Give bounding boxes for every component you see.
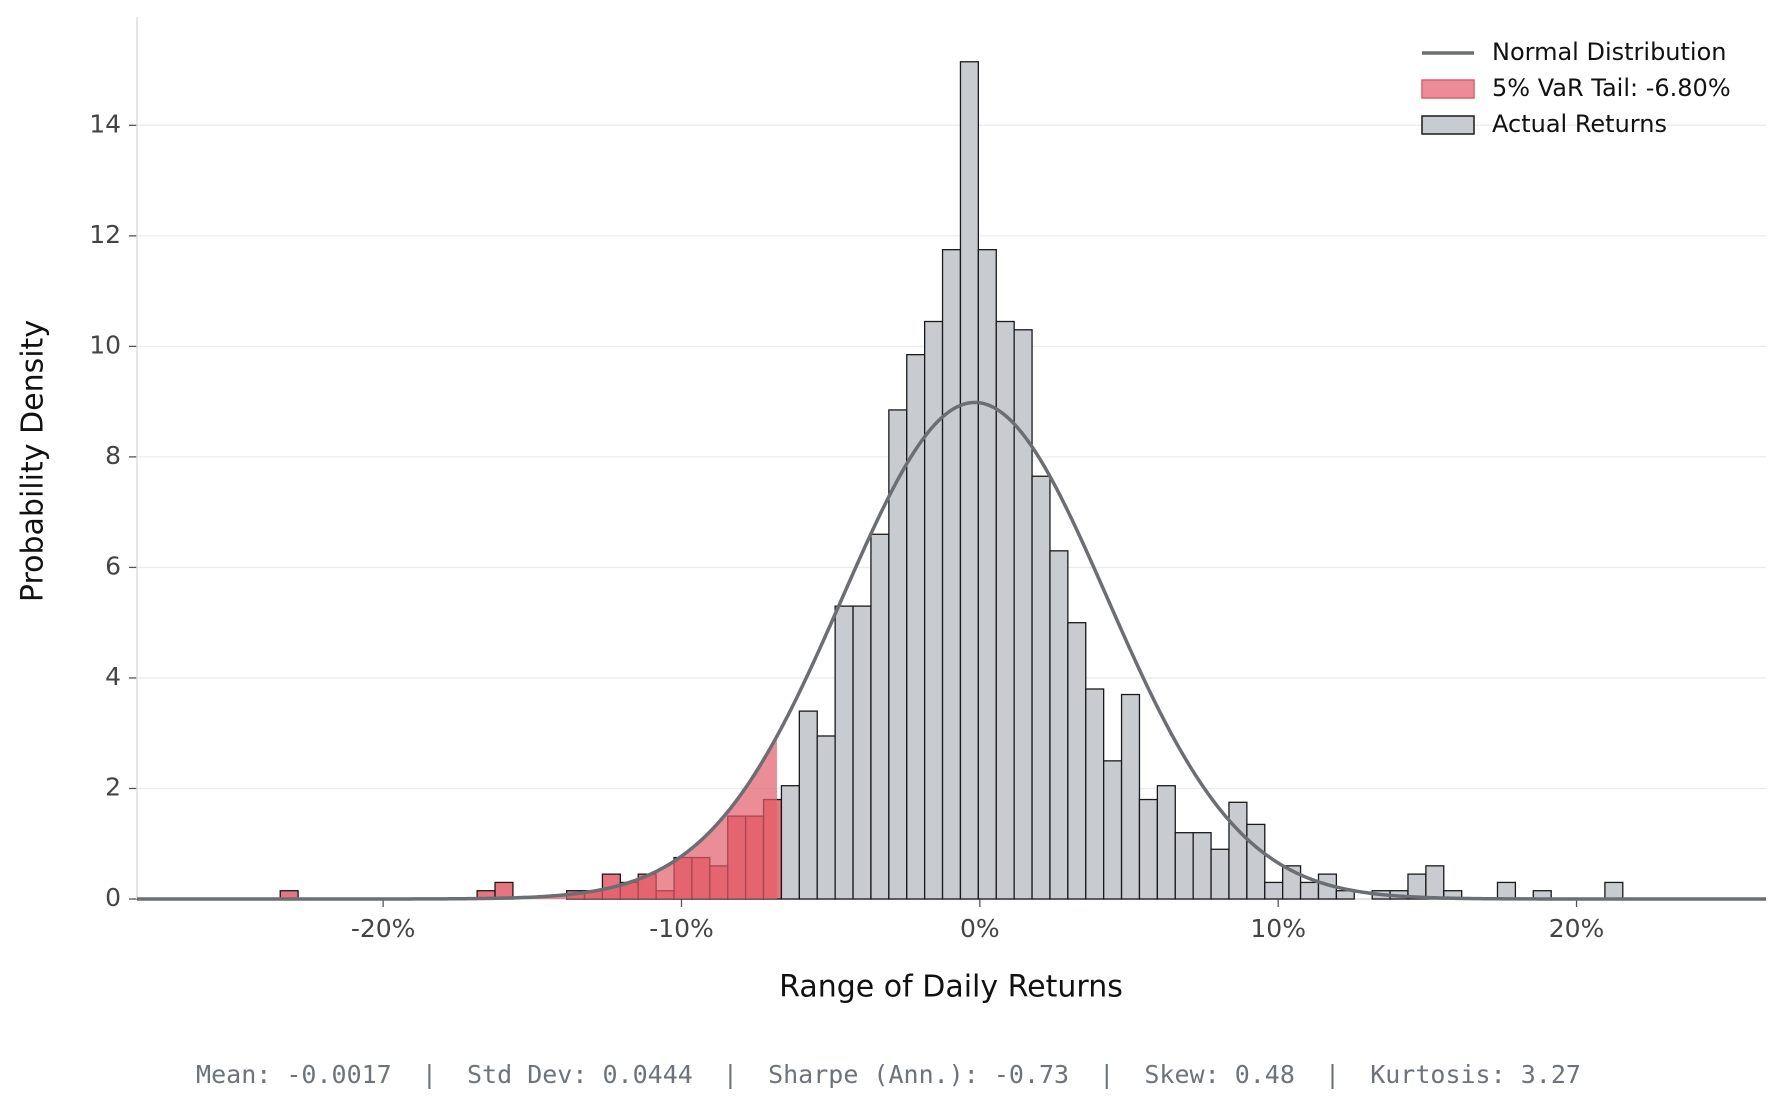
stat-value: 0.0444 xyxy=(602,1060,693,1089)
histogram-bar xyxy=(780,785,800,900)
x-tick-label: 0% xyxy=(960,914,1000,943)
histogram-bar xyxy=(906,354,926,900)
x-tick-label: 20% xyxy=(1549,914,1605,943)
stat-value: -0.0017 xyxy=(286,1060,392,1089)
x-axis-label: Range of Daily Returns xyxy=(779,970,1123,1005)
stat-value: 3.27 xyxy=(1520,1060,1581,1089)
separator: | xyxy=(1294,1060,1371,1089)
legend-label: Actual Returns xyxy=(1492,110,1667,138)
histogram-bar xyxy=(834,605,854,900)
y-tick-label: 0 xyxy=(105,883,121,912)
separator: | xyxy=(391,1060,467,1089)
chart: Range of Daily Returns Probability Densi… xyxy=(16,17,1766,1005)
legend-label: Normal Distribution xyxy=(1492,38,1726,66)
stat-value: 0.48 xyxy=(1234,1060,1295,1089)
stat-label: Mean: xyxy=(196,1060,272,1089)
histogram-bar xyxy=(816,735,836,900)
histogram-bar xyxy=(923,320,944,900)
x-tick-label: -20% xyxy=(351,914,416,943)
y-tick-label: 10 xyxy=(89,330,121,359)
legend-swatch xyxy=(1421,79,1475,99)
histogram-bar xyxy=(959,61,980,900)
histogram-bar xyxy=(1120,693,1141,900)
histogram-bar xyxy=(1049,550,1069,900)
histogram-bar xyxy=(1425,865,1445,900)
histogram-bar xyxy=(1067,622,1087,900)
histogram-bar xyxy=(1246,823,1266,900)
histogram-bar xyxy=(1103,760,1123,900)
legend-label: 5% VaR Tail: -6.80% xyxy=(1492,74,1731,102)
histogram-bar xyxy=(1264,881,1284,900)
histogram-bar xyxy=(1192,832,1212,900)
histogram-bar xyxy=(941,249,962,900)
histogram-bar xyxy=(995,320,1015,900)
x-tick-label: -10% xyxy=(649,914,714,943)
legend-swatch xyxy=(1421,115,1475,135)
histogram-bar xyxy=(888,409,908,900)
histogram-bar xyxy=(977,249,997,900)
histogram-bar xyxy=(1156,785,1176,900)
histogram-bar xyxy=(1228,801,1248,900)
histogram-bar xyxy=(852,605,872,900)
histogram-bar xyxy=(870,533,890,900)
histogram-bar xyxy=(798,710,818,900)
y-tick-label: 12 xyxy=(89,220,121,249)
histogram-bar xyxy=(1138,798,1159,900)
stat-label: Kurtosis: xyxy=(1370,1060,1506,1089)
y-tick-label: 2 xyxy=(105,772,121,801)
separator: | xyxy=(1069,1060,1145,1089)
separator: | xyxy=(692,1060,769,1089)
histogram-bar xyxy=(1210,848,1230,900)
histogram-bar xyxy=(1031,475,1051,900)
histogram-bar xyxy=(1085,688,1105,900)
y-tick-label: 6 xyxy=(105,551,121,580)
histogram-bar xyxy=(1604,881,1624,900)
y-tick-label: 4 xyxy=(105,662,121,691)
histogram-bar xyxy=(1299,881,1320,900)
x-tick-label: 10% xyxy=(1250,914,1306,943)
stat-label: Std Dev: xyxy=(467,1060,588,1089)
stat-value: -0.73 xyxy=(993,1060,1070,1089)
histogram-bar xyxy=(1496,881,1517,900)
stat-label: Skew: xyxy=(1144,1060,1220,1089)
stats-footer: Mean: -0.0017 | Std Dev: 0.0444 | Sharpe… xyxy=(0,1060,1777,1089)
y-tick-label: 14 xyxy=(89,109,121,138)
histogram-bar xyxy=(1174,832,1194,900)
histogram-bar xyxy=(1013,329,1033,900)
normal-curve xyxy=(137,400,1766,901)
y-tick-label: 8 xyxy=(105,441,121,470)
y-axis-label: Probability Density xyxy=(16,320,51,602)
var-tail-area xyxy=(137,736,777,899)
stat-label: Sharpe (Ann.): xyxy=(768,1060,979,1089)
